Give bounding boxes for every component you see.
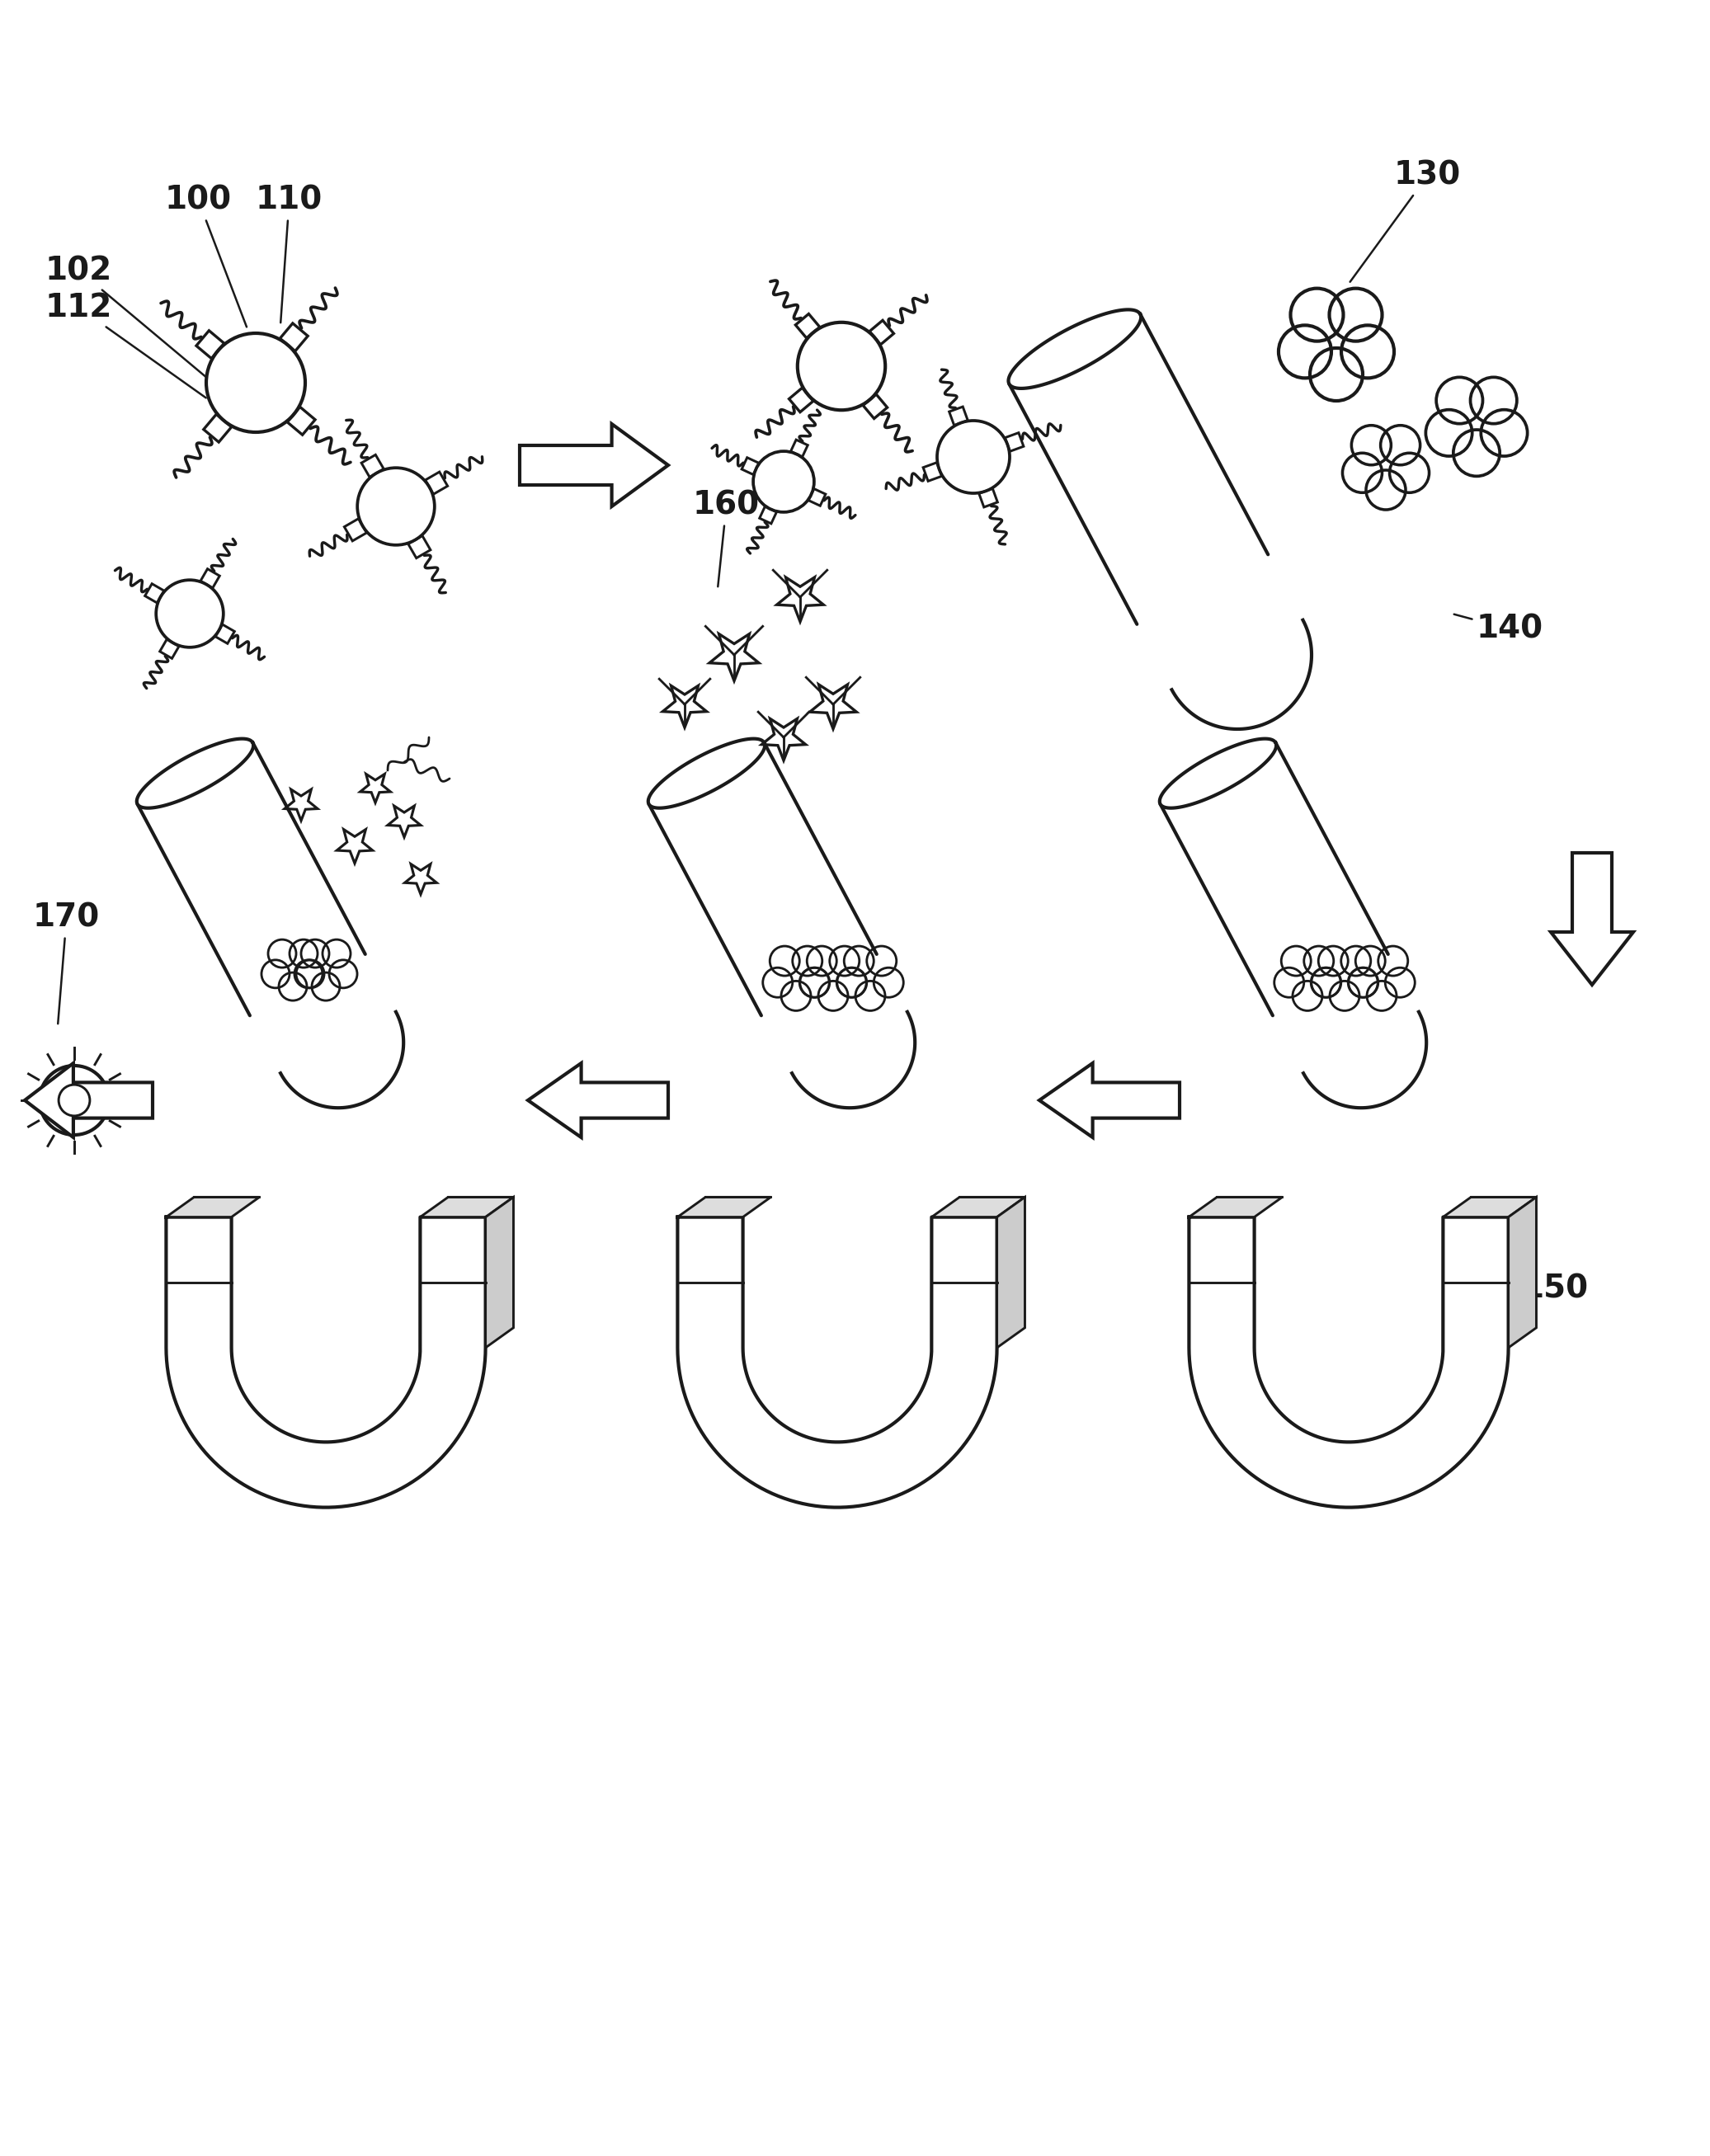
Polygon shape xyxy=(1188,1216,1508,1507)
Polygon shape xyxy=(1188,1197,1282,1216)
Polygon shape xyxy=(166,1216,486,1507)
Text: 110: 110 xyxy=(256,185,323,323)
Polygon shape xyxy=(1159,740,1276,808)
Polygon shape xyxy=(677,1216,997,1507)
Polygon shape xyxy=(520,425,669,507)
Text: 112: 112 xyxy=(46,291,205,399)
Text: 150: 150 xyxy=(1522,1274,1589,1304)
Polygon shape xyxy=(1009,310,1141,388)
Polygon shape xyxy=(421,1197,513,1216)
Polygon shape xyxy=(677,1197,771,1216)
Polygon shape xyxy=(648,740,764,808)
Polygon shape xyxy=(997,1197,1024,1348)
Polygon shape xyxy=(1040,1063,1180,1138)
Text: 100: 100 xyxy=(164,185,246,328)
Polygon shape xyxy=(528,1063,669,1138)
Text: 170: 170 xyxy=(32,903,99,1024)
Polygon shape xyxy=(137,742,404,1108)
Text: 102: 102 xyxy=(46,254,207,377)
Polygon shape xyxy=(1551,854,1633,985)
Polygon shape xyxy=(137,740,253,808)
Polygon shape xyxy=(24,1063,152,1138)
Polygon shape xyxy=(1443,1197,1536,1216)
Polygon shape xyxy=(486,1197,513,1348)
Polygon shape xyxy=(932,1197,1024,1216)
Text: 130: 130 xyxy=(1351,160,1460,282)
Polygon shape xyxy=(166,1197,260,1216)
Polygon shape xyxy=(1161,742,1426,1108)
Polygon shape xyxy=(1508,1197,1536,1348)
Polygon shape xyxy=(1009,315,1312,729)
Text: 160: 160 xyxy=(693,489,759,586)
Text: 140: 140 xyxy=(1454,614,1544,645)
Polygon shape xyxy=(648,742,915,1108)
